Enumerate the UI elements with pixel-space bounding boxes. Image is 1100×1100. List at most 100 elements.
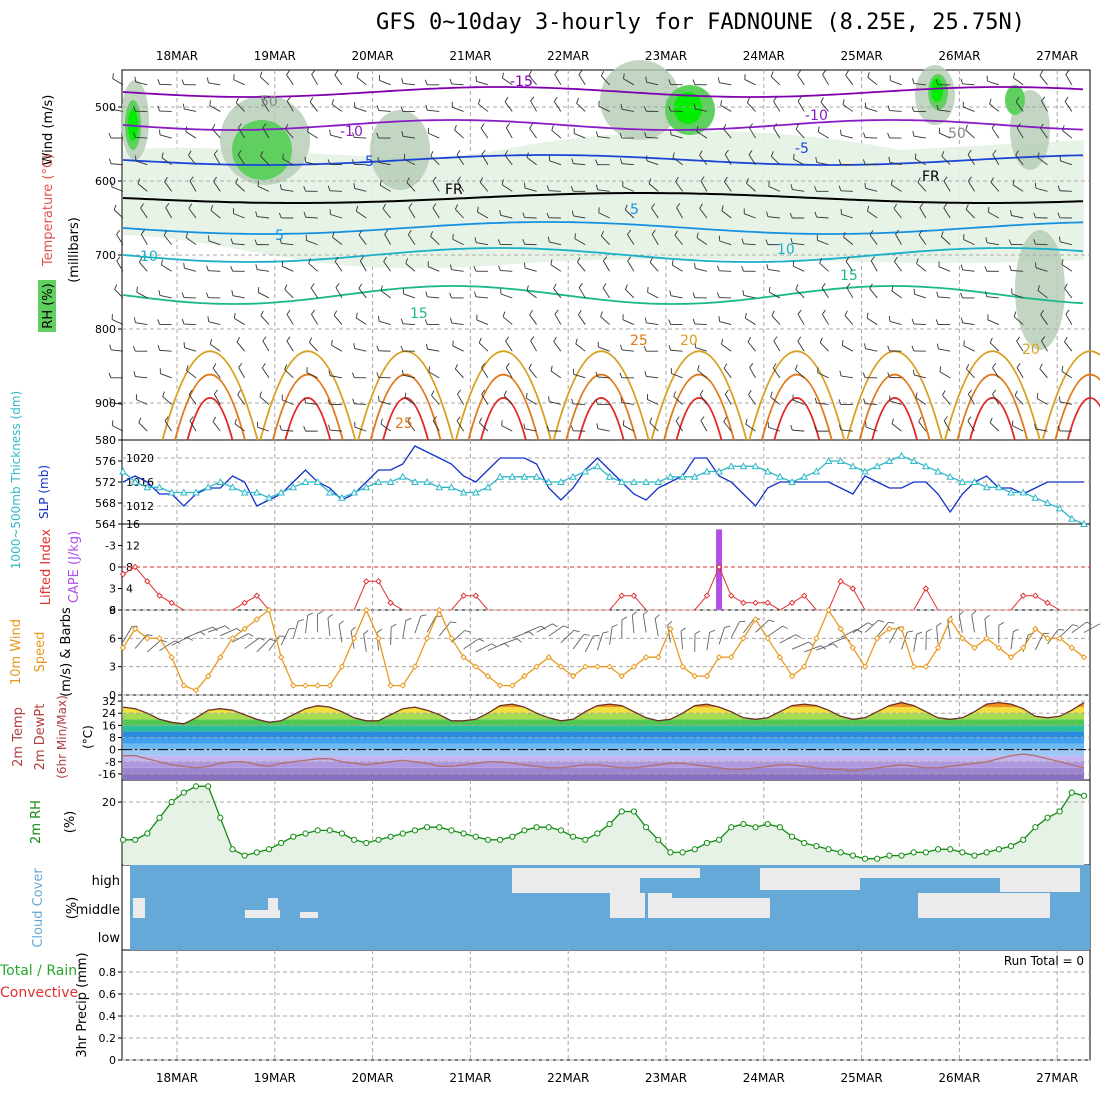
barb-flag: [378, 315, 380, 322]
barb-staff: [505, 367, 513, 379]
wind-barb: [432, 203, 440, 219]
barb-flag: [529, 310, 533, 316]
barb-staff: [188, 208, 197, 219]
barb-staff: [244, 637, 260, 649]
barb-staff: [627, 234, 635, 245]
wind-barb: [473, 266, 488, 272]
rh2m-line-point: [837, 849, 844, 856]
barb-flag: [723, 416, 727, 422]
wind-barb: [108, 132, 124, 139]
barb-staff: [770, 396, 781, 405]
wind-barb: [449, 317, 464, 326]
barb-staff: [1065, 74, 1073, 86]
barb-flag: [866, 312, 869, 319]
barb-flag: [546, 185, 550, 191]
barb-staff: [675, 420, 683, 432]
barb-staff: [816, 161, 829, 166]
wind-speed-line-point: [363, 606, 370, 614]
barb-staff: [867, 77, 878, 86]
barb-flag: [407, 229, 412, 235]
wind-barb: [479, 177, 489, 192]
barb-flag: [894, 256, 898, 262]
cloud-row-label: high: [92, 874, 120, 889]
wind-barb: [1040, 123, 1048, 139]
barb-staff: [164, 420, 173, 432]
wind-barb: [181, 318, 197, 326]
barb-flag: [1059, 155, 1061, 161]
wind-barb: [814, 211, 829, 219]
isotherm-dome: [369, 373, 442, 441]
wind-barb: [407, 229, 416, 245]
isotherm-dome: [186, 397, 234, 441]
contour-label: 5: [630, 202, 639, 218]
barb-staff: [524, 187, 537, 192]
wind-barb: [185, 232, 197, 246]
barb-staff: [642, 614, 647, 633]
barb-flag: [890, 179, 893, 186]
isotherm-dome: [858, 373, 931, 441]
barb-flag: [224, 625, 230, 630]
wind-barb: [572, 368, 586, 379]
wind-speed-line-point: [229, 635, 236, 642]
barb-flag: [820, 97, 824, 103]
barb-flag: [327, 185, 331, 192]
wind-barb: [817, 126, 829, 139]
barb-staff: [524, 428, 537, 432]
barb-staff: [195, 626, 214, 634]
barb-staff: [597, 376, 610, 379]
barb-flag: [109, 397, 112, 403]
barb-staff: [891, 423, 902, 432]
barb-staff: [597, 428, 610, 432]
thickness-line-point: [1019, 488, 1028, 496]
wind-barb: [967, 176, 975, 192]
barb-flag: [766, 211, 769, 217]
barb-flag: [308, 258, 311, 264]
wind-speed-line-point: [156, 635, 163, 642]
wind-barb: [962, 101, 975, 112]
barb-flag: [668, 105, 671, 112]
barb-staff: [719, 270, 732, 272]
barb-flag: [573, 128, 575, 134]
barb-staff: [609, 626, 613, 645]
barb-flag: [189, 176, 194, 182]
wind-barb: [747, 336, 756, 352]
wind-barb: [694, 630, 701, 652]
wind-barb: [256, 421, 270, 432]
barb-flag: [432, 203, 437, 209]
barb-staff: [772, 367, 781, 379]
wind-barb: [915, 392, 927, 405]
barb-flag: [649, 417, 653, 423]
wind-barb: [181, 79, 196, 86]
wind-barb: [109, 344, 124, 352]
barb-flag: [208, 235, 210, 241]
barb-flag: [551, 125, 554, 131]
barb-staff: [755, 619, 769, 633]
barb-staff: [528, 368, 537, 379]
wind-barb: [213, 149, 221, 165]
barb-flag: [546, 212, 550, 218]
barb-staff: [1062, 130, 1073, 139]
barb-staff: [1060, 160, 1072, 166]
wind-barb: [623, 73, 635, 86]
barb-flag: [741, 265, 744, 272]
wind-barb: [401, 78, 416, 86]
barb-flag: [303, 425, 307, 432]
barb-staff: [260, 315, 270, 325]
wind-barb: [766, 264, 780, 272]
rh2m-line-point: [594, 830, 601, 837]
wind-speed-line-point: [788, 672, 796, 680]
wind-barb: [1061, 365, 1073, 379]
barb-staff: [234, 318, 245, 325]
temp-band: [123, 743, 1084, 750]
barb-flag: [1036, 393, 1039, 399]
thickness-line-point: [496, 472, 504, 480]
barb-flag: [288, 627, 295, 630]
barb-flag: [744, 312, 747, 319]
barb-flag: [668, 79, 671, 85]
wind-barb: [793, 153, 805, 166]
isotherm-m10: [122, 119, 1084, 131]
wind-barb: [454, 364, 464, 379]
barb-flag: [183, 342, 185, 348]
barb-flag: [161, 259, 163, 265]
